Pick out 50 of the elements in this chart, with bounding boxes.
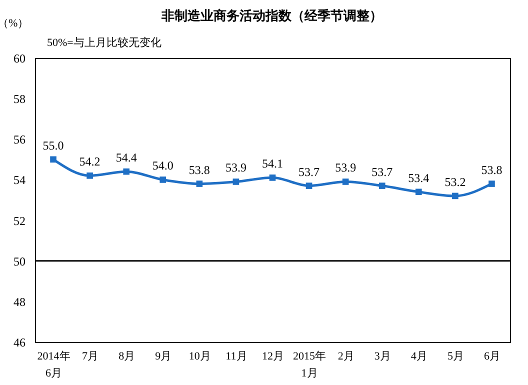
point xyxy=(452,192,458,200)
point xyxy=(123,168,130,175)
y-tick-label: 58 xyxy=(14,92,26,106)
text: 53.7 xyxy=(372,164,393,179)
point xyxy=(415,188,422,196)
x-tick-label: 8月 xyxy=(118,350,136,362)
x-tick-label: 2月 xyxy=(338,350,354,362)
text: 54.2 xyxy=(79,154,100,169)
x-tick-label: 5月 xyxy=(447,350,464,362)
y-tick-label: 48 xyxy=(14,294,26,309)
point xyxy=(269,174,276,181)
text: 54.4 xyxy=(116,150,137,165)
point xyxy=(232,178,240,185)
text: 53.2 xyxy=(444,174,466,189)
point xyxy=(306,182,312,189)
y-axis-title: （%） xyxy=(0,18,29,30)
point xyxy=(160,176,166,183)
text: 55.0 xyxy=(42,138,64,152)
text: 53.4 xyxy=(408,170,430,185)
text: 53.9 xyxy=(335,160,356,175)
x-tick-label: 2015年 1月 xyxy=(293,350,326,380)
chart-title: 非制造业商务活动指数（经季节调整） xyxy=(160,8,382,24)
y-tick-label: 56 xyxy=(14,132,26,147)
text: 54.1 xyxy=(262,156,283,171)
x-tick-label: 11月 xyxy=(226,350,248,362)
x-tick-label: 3月 xyxy=(374,350,391,362)
point xyxy=(378,182,386,189)
y-tick-label: 46 xyxy=(14,336,26,350)
text: 50%=与上月比较无变化 xyxy=(47,36,162,49)
y-tick-label: 52 xyxy=(14,214,26,228)
x-tick-label: 9月 xyxy=(155,350,172,362)
point xyxy=(196,180,203,187)
text: 53.8 xyxy=(481,162,502,177)
text: 53.9 xyxy=(225,160,246,175)
point xyxy=(50,156,56,163)
x-tick-label: 7月 xyxy=(82,350,99,362)
text: 53.7 xyxy=(298,164,320,179)
y-tick-label: 60 xyxy=(14,52,26,66)
x-tick-label: 2014年 6月 xyxy=(37,350,70,380)
x-tick-label: 10月 xyxy=(188,350,211,362)
text: 54.0 xyxy=(152,158,174,173)
point xyxy=(86,172,93,179)
x-tick-label: 4月 xyxy=(410,350,428,362)
text: 53.8 xyxy=(188,162,210,177)
y-tick-label: 50 xyxy=(14,254,26,268)
y-tick-label: 54 xyxy=(14,173,26,188)
point xyxy=(488,180,495,187)
x-tick-label: 6月 xyxy=(484,350,500,362)
x-tick-label: 12月 xyxy=(262,350,284,362)
point xyxy=(342,178,349,185)
